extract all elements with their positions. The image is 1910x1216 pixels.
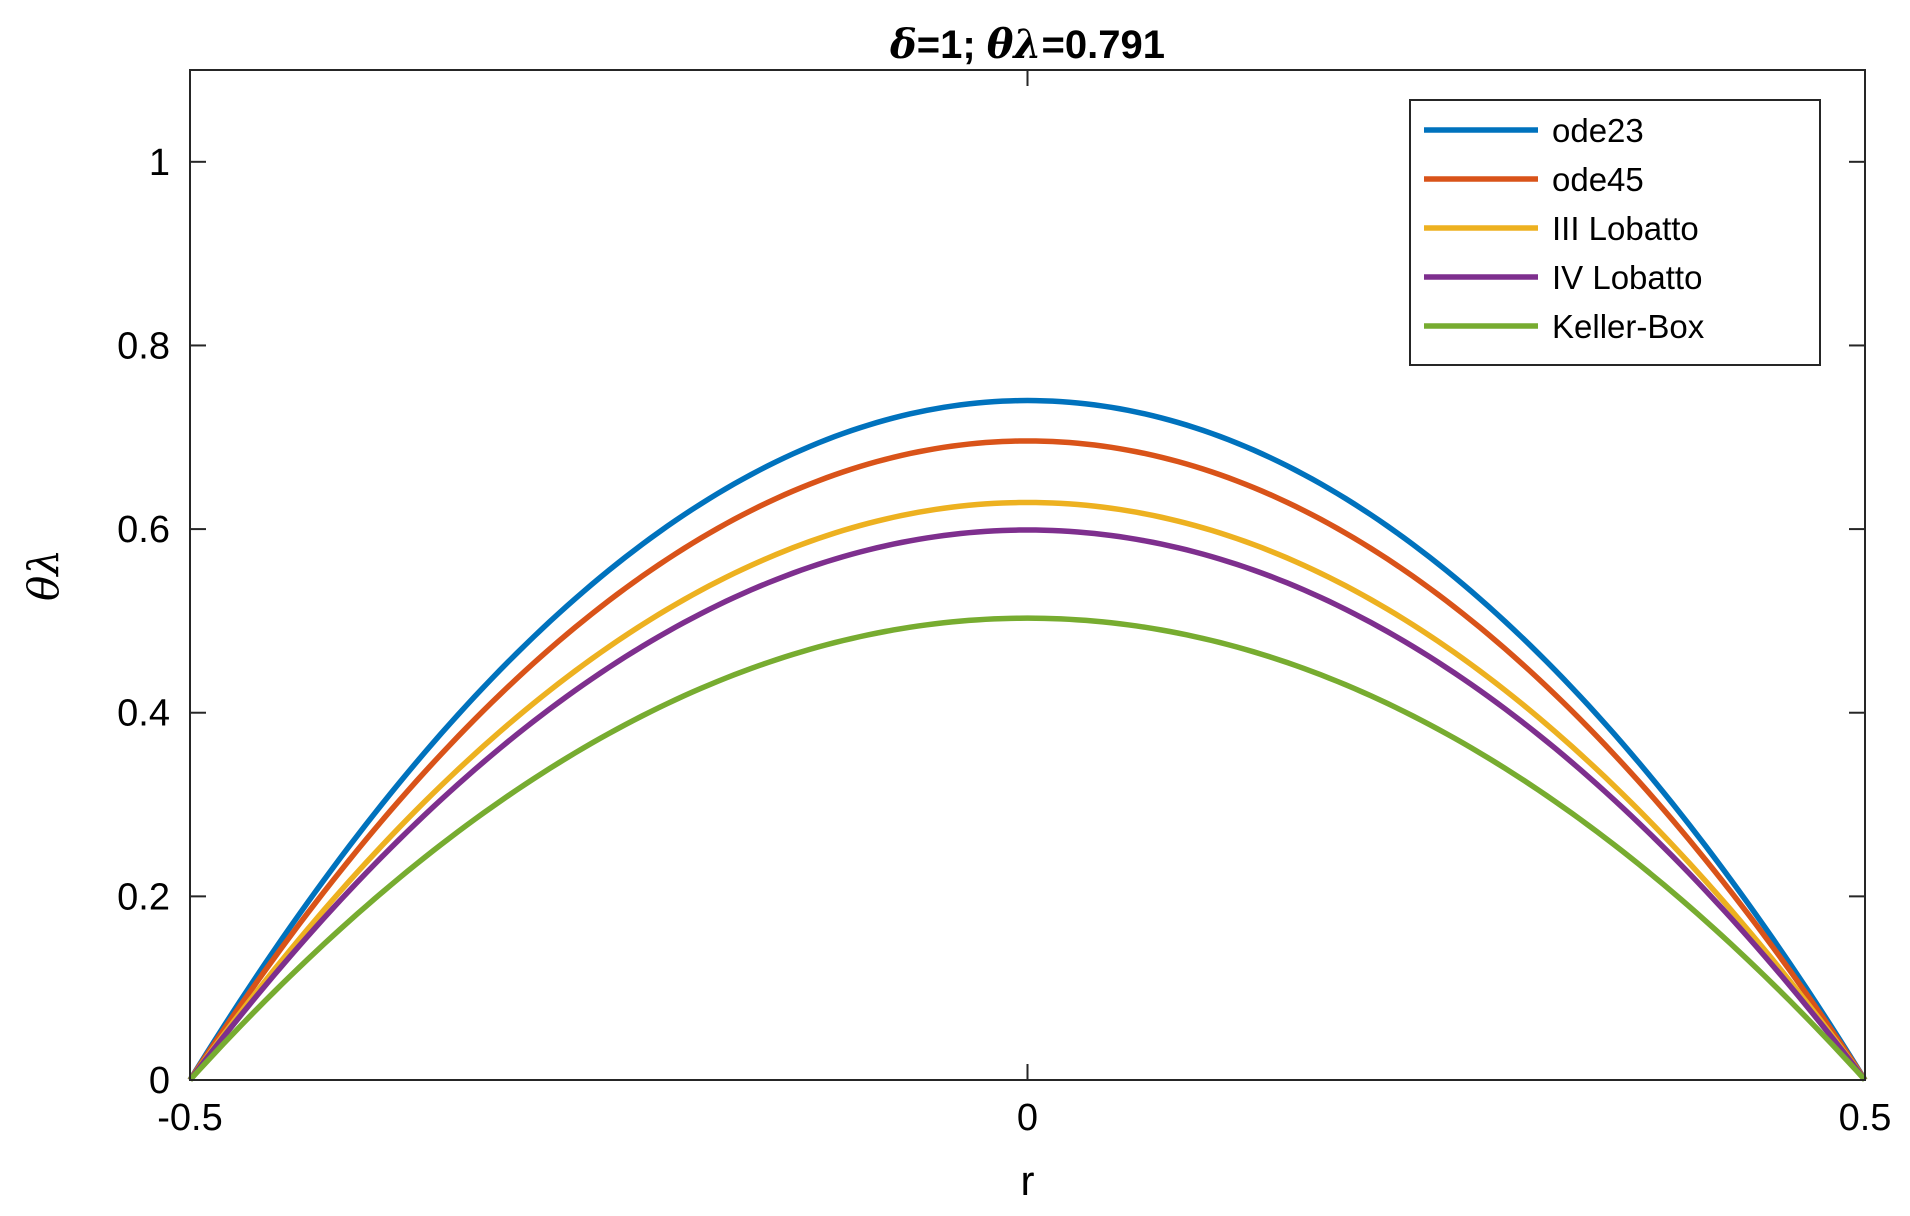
- series-line-0: [187, 397, 1868, 1082]
- y-tick-label: 0.8: [117, 325, 170, 367]
- x-tick-label: -0.5: [157, 1097, 222, 1139]
- legend: ode23 ode45 III Lobatto IV Lobatto Keller-Bo…: [1409, 99, 1821, 366]
- y-axis-label: θλ: [19, 549, 68, 601]
- legend-box: [1409, 99, 1821, 366]
- legend-entry: Keller-Box: [1552, 308, 1705, 345]
- title-part: θλ: [987, 21, 1042, 68]
- series-line-1: [187, 438, 1868, 1082]
- series-line-3: [187, 527, 1868, 1082]
- legend-entry: ode23: [1552, 112, 1644, 149]
- y-tick-label: 1: [149, 142, 170, 184]
- x-tick-label: 0.5: [1839, 1097, 1892, 1139]
- y-tick-label: 0.4: [117, 693, 170, 735]
- title-part: =0.791: [1042, 23, 1165, 67]
- axes-box: [189, 69, 1866, 1081]
- legend-entry: IV Lobatto: [1552, 259, 1702, 296]
- y-tick-label: 0.2: [117, 876, 170, 918]
- y-tick-label: 0: [149, 1060, 170, 1102]
- title-part: =1;: [917, 23, 987, 67]
- legend-entry: ode45: [1552, 161, 1644, 198]
- title-part: δ: [889, 21, 917, 68]
- legend-entry: III Lobatto: [1552, 210, 1699, 247]
- x-tick-label: 0: [1017, 1097, 1038, 1139]
- axis-ticks: -0.5 0 0.500.20.40.60.81: [117, 70, 1891, 1139]
- x-axis-label: r: [1021, 1157, 1035, 1204]
- y-tick-label: 0.6: [117, 509, 170, 551]
- plot-lines: [187, 397, 1868, 1082]
- chart-title: δ=1; θλ=0.791: [889, 21, 1165, 68]
- series-line-2: [187, 499, 1868, 1082]
- series-line-4: [187, 615, 1868, 1082]
